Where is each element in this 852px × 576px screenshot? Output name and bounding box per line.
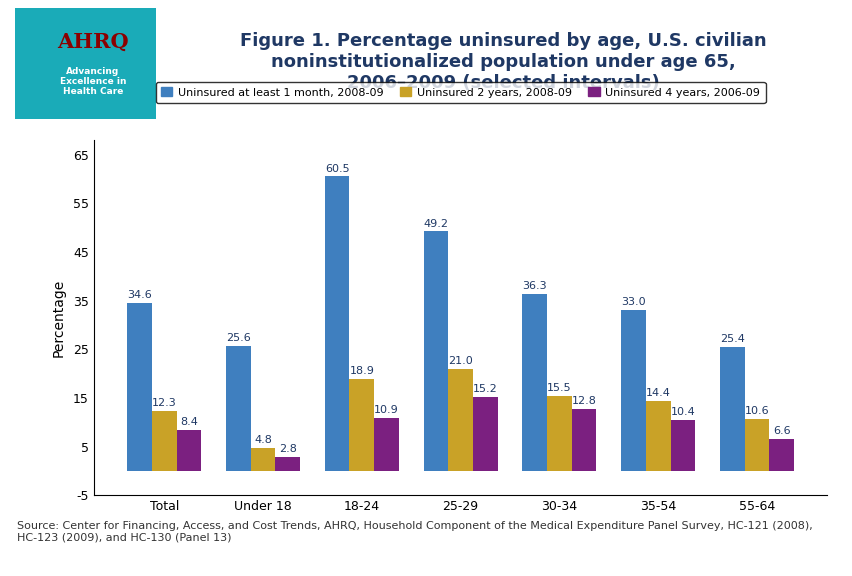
Text: 18.9: 18.9 [349, 366, 374, 376]
Text: 21.0: 21.0 [447, 356, 473, 366]
Bar [472, 397, 497, 471]
Text: 15.5: 15.5 [546, 382, 571, 393]
Text: 33.0: 33.0 [620, 297, 645, 308]
Bar [448, 369, 472, 471]
Text: 4.8: 4.8 [254, 435, 272, 445]
Bar [620, 310, 645, 471]
Legend: Uninsured at least 1 month, 2008-09, Uninsured 2 years, 2008-09, Uninsured 4 yea: Uninsured at least 1 month, 2008-09, Uni… [155, 82, 765, 103]
Text: 12.8: 12.8 [571, 396, 596, 406]
Bar [719, 347, 744, 471]
Bar [670, 420, 694, 471]
Bar [521, 294, 546, 471]
Text: 10.9: 10.9 [374, 405, 399, 415]
Y-axis label: Percentage: Percentage [52, 279, 66, 357]
Bar [769, 439, 793, 471]
Bar [423, 232, 448, 471]
Text: 8.4: 8.4 [180, 417, 198, 427]
Text: 60.5: 60.5 [325, 164, 349, 173]
Text: 49.2: 49.2 [423, 218, 448, 229]
Bar [571, 409, 596, 471]
Text: 14.4: 14.4 [645, 388, 670, 398]
FancyBboxPatch shape [14, 7, 156, 119]
Bar [374, 418, 399, 471]
Text: Figure 1. Percentage uninsured by age, U.S. civilian
noninstitutionalized popula: Figure 1. Percentage uninsured by age, U… [239, 32, 766, 92]
Bar [349, 379, 374, 471]
Text: 10.6: 10.6 [744, 407, 769, 416]
Text: 10.4: 10.4 [670, 407, 694, 418]
Bar [275, 457, 300, 471]
Text: AHRQ: AHRQ [57, 32, 129, 52]
Bar [152, 411, 176, 471]
Text: 15.2: 15.2 [472, 384, 497, 394]
Text: 25.6: 25.6 [226, 334, 250, 343]
Bar [546, 396, 571, 471]
Text: 12.3: 12.3 [152, 398, 176, 408]
Bar [250, 448, 275, 471]
Text: 34.6: 34.6 [127, 290, 152, 300]
Text: Source: Center for Financing, Access, and Cost Trends, AHRQ, Household Component: Source: Center for Financing, Access, an… [17, 521, 812, 543]
Bar [176, 430, 201, 471]
Text: 36.3: 36.3 [521, 281, 546, 291]
Bar [645, 401, 670, 471]
Text: 2.8: 2.8 [279, 445, 296, 454]
Bar [226, 346, 250, 471]
Bar [744, 419, 769, 471]
Text: Advancing
Excellence in
Health Care: Advancing Excellence in Health Care [60, 67, 126, 96]
Bar [325, 176, 349, 471]
Text: 25.4: 25.4 [719, 335, 744, 344]
Text: 6.6: 6.6 [772, 426, 790, 436]
Bar [127, 302, 152, 471]
